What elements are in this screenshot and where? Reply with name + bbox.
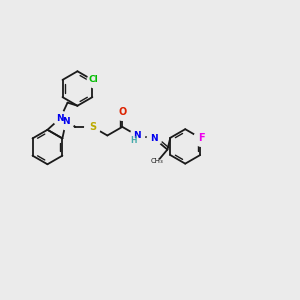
Text: N: N bbox=[56, 114, 64, 123]
Text: Cl: Cl bbox=[89, 75, 99, 84]
Text: N: N bbox=[62, 117, 70, 126]
Text: S: S bbox=[89, 122, 96, 132]
Text: F: F bbox=[198, 133, 205, 143]
Text: H: H bbox=[130, 136, 137, 145]
Text: CH₃: CH₃ bbox=[151, 158, 164, 164]
Text: N: N bbox=[150, 134, 158, 143]
Text: N: N bbox=[134, 131, 141, 140]
Text: O: O bbox=[118, 107, 126, 117]
